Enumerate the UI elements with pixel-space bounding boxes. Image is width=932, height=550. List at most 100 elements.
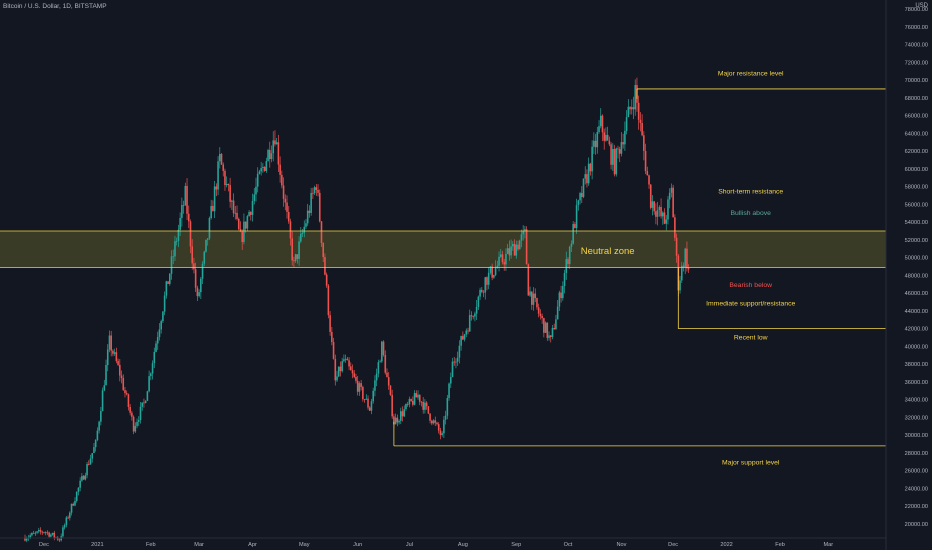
candle-body xyxy=(341,361,343,372)
candle-body xyxy=(665,219,668,224)
candle-body xyxy=(436,422,438,425)
candle-body xyxy=(129,406,131,413)
candle-body xyxy=(686,248,688,269)
candle-body xyxy=(643,135,645,151)
y-tick-label: 38000.00 xyxy=(905,362,928,368)
candle-body xyxy=(251,200,254,215)
x-tick-label: Apr xyxy=(248,542,257,548)
candle-body xyxy=(391,394,393,417)
candle-body xyxy=(427,406,430,414)
candle-body xyxy=(237,218,240,230)
candle-body xyxy=(529,291,531,296)
candle-body xyxy=(100,411,102,422)
candle-body xyxy=(358,383,361,392)
candle-body xyxy=(91,453,94,459)
candle-body xyxy=(589,163,592,172)
x-tick-label: 2022 xyxy=(720,542,732,548)
candle-body xyxy=(301,232,304,234)
candle-body xyxy=(119,364,121,376)
candle-body xyxy=(158,329,161,338)
y-tick-label: 48000.00 xyxy=(905,273,928,279)
candle-body xyxy=(179,217,181,230)
candle-body xyxy=(553,327,556,330)
candle-body xyxy=(484,277,487,293)
symbol-title: Bitcoin / U.S. Dollar, 1D, BITSTAMP xyxy=(3,3,107,10)
candle-body xyxy=(241,231,243,243)
candle-body xyxy=(318,192,321,222)
candle-body xyxy=(151,363,154,374)
y-tick-label: 24000.00 xyxy=(905,486,928,492)
candle-body xyxy=(617,148,619,150)
candle-body xyxy=(401,411,404,417)
candle-body xyxy=(475,306,478,314)
candle-body xyxy=(198,292,200,297)
candle-body xyxy=(572,224,574,244)
x-tick-label: Aug xyxy=(458,542,468,548)
candle-body xyxy=(232,200,235,214)
candle-body xyxy=(224,170,226,186)
candle-body xyxy=(660,206,662,217)
candle-body xyxy=(399,411,402,421)
candle-body xyxy=(530,291,533,305)
candle-body xyxy=(608,140,611,145)
candle-body xyxy=(89,458,92,465)
candle-body xyxy=(360,383,362,387)
candle-body xyxy=(656,210,659,217)
candle-body xyxy=(498,256,500,266)
candle-body xyxy=(250,211,252,215)
candle-body xyxy=(487,272,490,285)
candle-body xyxy=(639,119,642,123)
candle-body xyxy=(477,296,480,307)
candle-body xyxy=(82,476,85,480)
candle-body xyxy=(87,464,90,465)
candle-body xyxy=(568,246,571,265)
candle-body xyxy=(291,238,293,261)
candle-body xyxy=(181,205,183,218)
candle-body xyxy=(294,254,297,262)
candle-body xyxy=(189,221,192,247)
y-tick-label: 52000.00 xyxy=(905,238,928,244)
candle-body xyxy=(308,210,311,213)
candle-body xyxy=(413,393,416,405)
candle-body xyxy=(587,163,590,184)
candle-body xyxy=(662,212,664,217)
candle-body xyxy=(160,321,162,330)
y-tick-label: 46000.00 xyxy=(905,291,928,297)
y-tick-label: 22000.00 xyxy=(905,504,928,510)
candle-body xyxy=(106,349,109,366)
candle-body xyxy=(363,399,366,401)
candle-body xyxy=(344,358,347,360)
candle-body xyxy=(186,185,188,214)
candle-body xyxy=(594,140,597,148)
candle-body xyxy=(372,390,375,402)
candle-body xyxy=(25,538,28,541)
candle-body xyxy=(620,142,623,154)
candle-body xyxy=(496,265,499,268)
candle-body xyxy=(674,217,676,238)
candle-body xyxy=(593,140,595,147)
candle-body xyxy=(412,400,414,405)
candle-body xyxy=(489,266,492,273)
candle-body xyxy=(86,464,88,476)
candle-body xyxy=(351,370,354,374)
candle-body xyxy=(515,244,518,256)
candle-body xyxy=(331,331,333,343)
candle-body xyxy=(34,532,37,534)
candle-body xyxy=(41,531,44,533)
candle-body xyxy=(175,240,178,242)
candle-body xyxy=(394,417,397,425)
candle-body xyxy=(470,315,473,317)
candle-body xyxy=(410,399,412,401)
candle-body xyxy=(58,539,61,541)
y-tick-label: 36000.00 xyxy=(905,380,928,386)
candle-body xyxy=(286,202,288,212)
candle-body xyxy=(389,385,392,395)
x-tick-label: Jul xyxy=(406,542,413,548)
y-tick-label: 68000.00 xyxy=(905,96,928,102)
candle-body xyxy=(168,273,171,284)
candle-body xyxy=(384,354,387,373)
candle-body xyxy=(520,234,523,241)
candle-body xyxy=(279,164,281,175)
x-tick-label: Feb xyxy=(775,542,785,548)
